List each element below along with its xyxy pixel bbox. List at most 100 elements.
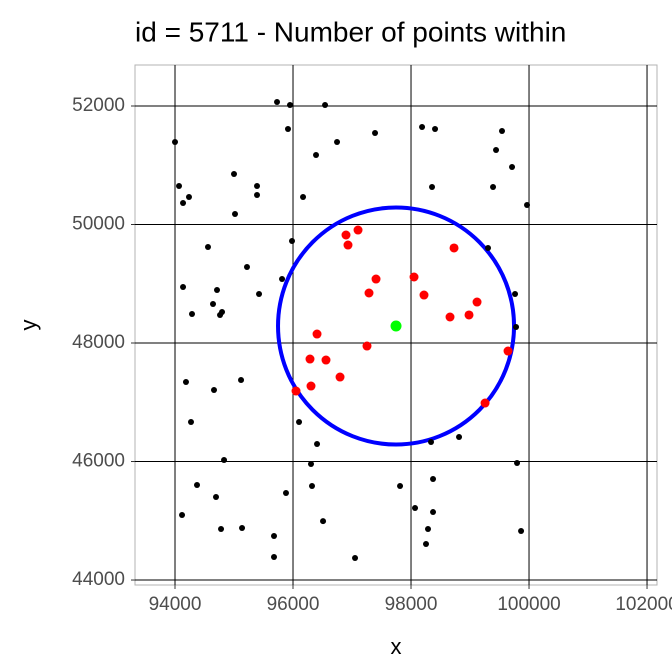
point	[256, 291, 263, 298]
y-axis-title: y	[16, 320, 41, 331]
point	[279, 276, 286, 283]
point	[364, 288, 374, 298]
point	[232, 210, 239, 217]
point	[412, 505, 419, 512]
y-tick-label: 52000	[72, 95, 125, 116]
point	[352, 555, 359, 562]
point	[397, 483, 404, 490]
point	[353, 225, 363, 235]
point	[239, 525, 246, 532]
point	[287, 101, 294, 108]
point	[176, 182, 183, 189]
point	[314, 441, 321, 448]
point	[313, 152, 320, 159]
point	[271, 554, 278, 561]
x-axis-title: x	[391, 634, 402, 659]
point	[187, 418, 194, 425]
point	[309, 483, 316, 490]
point	[472, 297, 482, 307]
point	[172, 138, 179, 145]
point	[428, 439, 435, 446]
point	[493, 146, 500, 153]
point	[213, 494, 220, 501]
point	[204, 244, 211, 251]
point	[282, 490, 289, 497]
point	[214, 287, 221, 294]
point	[221, 457, 228, 464]
point	[371, 274, 381, 284]
point	[464, 310, 474, 320]
point	[430, 476, 437, 483]
point	[409, 272, 419, 282]
point	[445, 312, 455, 322]
point	[372, 129, 379, 136]
point	[274, 98, 281, 105]
point	[305, 354, 315, 364]
point	[419, 290, 429, 300]
point	[430, 509, 437, 516]
point	[182, 379, 189, 386]
point	[341, 230, 351, 240]
point	[498, 127, 505, 134]
point	[518, 528, 525, 535]
x-tick-label: 100000	[497, 594, 560, 615]
point	[362, 341, 372, 351]
point	[419, 123, 426, 130]
point	[429, 184, 436, 191]
point	[512, 291, 519, 298]
point	[238, 376, 245, 383]
point	[423, 541, 430, 548]
y-tick-label: 48000	[72, 332, 125, 353]
point	[306, 381, 316, 391]
point	[308, 461, 315, 468]
y-tick-label: 46000	[72, 451, 125, 472]
point	[243, 263, 250, 270]
point	[480, 398, 490, 408]
point	[524, 202, 531, 209]
chart-title: id = 5711 - Number of points within	[135, 16, 566, 47]
point	[254, 192, 261, 198]
point	[513, 324, 520, 331]
point	[194, 482, 201, 489]
point	[185, 194, 192, 201]
point	[485, 244, 492, 251]
point	[231, 170, 238, 177]
point	[456, 434, 463, 441]
point	[180, 199, 187, 206]
point	[343, 240, 353, 250]
point	[490, 184, 497, 191]
point	[322, 101, 329, 108]
point	[180, 284, 187, 291]
point	[335, 372, 345, 382]
y-tick-label: 44000	[72, 569, 125, 590]
point	[188, 311, 195, 318]
point	[218, 526, 225, 533]
point	[289, 237, 296, 244]
point	[254, 182, 261, 189]
point	[211, 387, 218, 393]
point	[425, 526, 432, 533]
point	[390, 320, 402, 332]
point	[210, 301, 217, 308]
point	[514, 460, 521, 467]
x-tick-label: 94000	[149, 594, 202, 615]
point	[291, 386, 301, 396]
point	[320, 518, 327, 525]
point	[219, 309, 226, 316]
point	[449, 243, 459, 253]
point	[312, 329, 322, 339]
point	[334, 138, 341, 145]
point	[509, 163, 516, 170]
point	[503, 346, 513, 356]
point	[432, 125, 439, 132]
point	[284, 125, 291, 132]
point	[296, 418, 303, 425]
point	[179, 512, 186, 519]
point	[300, 194, 307, 201]
point	[271, 533, 278, 540]
x-tick-label: 102000	[615, 594, 672, 615]
y-tick-label: 50000	[72, 214, 125, 235]
x-tick-label: 98000	[385, 594, 438, 615]
x-tick-label: 96000	[267, 594, 320, 615]
